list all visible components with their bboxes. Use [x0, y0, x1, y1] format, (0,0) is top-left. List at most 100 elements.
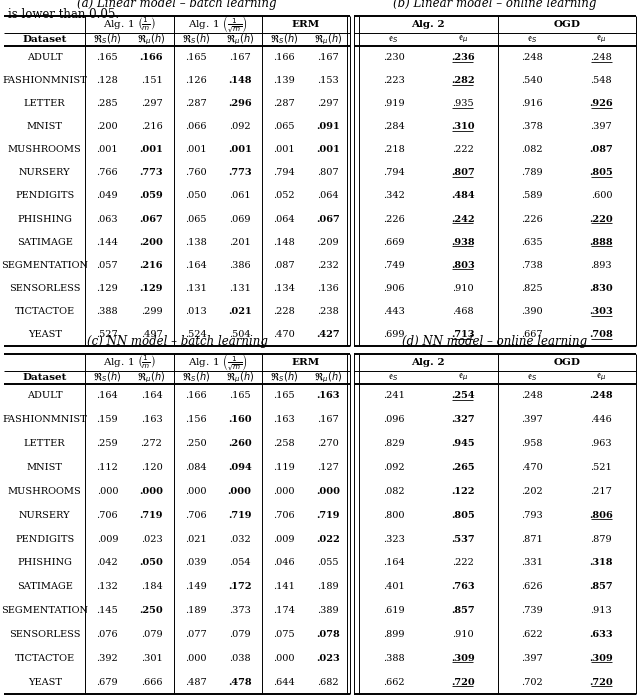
Text: .038: .038 — [229, 654, 250, 663]
Text: .046: .046 — [273, 558, 294, 567]
Text: .258: .258 — [273, 439, 294, 448]
Text: MUSHROOMS: MUSHROOMS — [8, 145, 81, 155]
Text: MUSHROOMS: MUSHROOMS — [8, 487, 81, 496]
Text: .893: .893 — [591, 261, 612, 270]
Text: .067: .067 — [316, 214, 340, 223]
Text: .470: .470 — [521, 463, 543, 472]
Text: .272: .272 — [141, 439, 163, 448]
Text: .164: .164 — [141, 391, 163, 400]
Text: .299: .299 — [141, 307, 163, 316]
Text: .309: .309 — [451, 654, 475, 663]
Text: .216: .216 — [141, 122, 163, 132]
Text: $\mathfrak{R}_S(h)$: $\mathfrak{R}_S(h)$ — [182, 371, 210, 384]
Text: .184: .184 — [141, 582, 163, 591]
Text: .825: .825 — [522, 284, 543, 293]
Text: .139: .139 — [273, 76, 294, 85]
Text: .163: .163 — [273, 416, 294, 425]
Text: .050: .050 — [140, 558, 163, 567]
Text: .806: .806 — [589, 511, 613, 520]
Text: .122: .122 — [451, 487, 475, 496]
Text: .284: .284 — [383, 122, 404, 132]
Text: .148: .148 — [228, 76, 252, 85]
Text: .136: .136 — [317, 284, 339, 293]
Text: .871: .871 — [521, 535, 543, 544]
Text: Alg. 1 $\left(\frac{1}{\sqrt{m}}\right)$: Alg. 1 $\left(\frac{1}{\sqrt{m}}\right)$ — [188, 14, 248, 35]
Text: .259: .259 — [97, 439, 118, 448]
Text: .049: .049 — [97, 191, 118, 200]
Text: .310: .310 — [451, 122, 475, 132]
Text: SENSORLESS: SENSORLESS — [9, 630, 81, 639]
Text: .794: .794 — [383, 168, 404, 177]
Text: .738: .738 — [521, 261, 543, 270]
Text: (c) NN model – batch learning: (c) NN model – batch learning — [86, 335, 268, 348]
Text: .265: .265 — [451, 463, 475, 472]
Text: .065: .065 — [185, 214, 206, 223]
Text: Alg. 1 $\left(\frac{1}{m}\right)$: Alg. 1 $\left(\frac{1}{m}\right)$ — [103, 354, 156, 371]
Text: .248: .248 — [521, 391, 543, 400]
Text: .297: .297 — [141, 100, 163, 108]
Text: .739: .739 — [521, 606, 543, 615]
Text: .589: .589 — [522, 191, 543, 200]
Text: .699: .699 — [383, 330, 404, 339]
Text: .248: .248 — [521, 53, 543, 62]
Text: .537: .537 — [451, 535, 475, 544]
Text: .042: .042 — [97, 558, 118, 567]
Text: .807: .807 — [451, 168, 475, 177]
Text: .165: .165 — [185, 53, 207, 62]
Text: .938: .938 — [451, 237, 475, 246]
Text: Dataset: Dataset — [22, 373, 67, 382]
Text: .524: .524 — [185, 330, 207, 339]
Text: .666: .666 — [141, 678, 162, 686]
Text: .163: .163 — [316, 391, 340, 400]
Text: .001: .001 — [316, 145, 340, 155]
Text: .119: .119 — [273, 463, 294, 472]
Text: .301: .301 — [141, 654, 163, 663]
Text: ERM: ERM — [292, 20, 320, 29]
Text: .232: .232 — [317, 261, 339, 270]
Text: .067: .067 — [140, 214, 163, 223]
Text: .250: .250 — [140, 606, 163, 615]
Text: $\mathfrak{R}_\mu(h)$: $\mathfrak{R}_\mu(h)$ — [314, 32, 342, 47]
Text: .619: .619 — [383, 606, 404, 615]
Text: .222: .222 — [452, 145, 474, 155]
Text: .397: .397 — [591, 122, 612, 132]
Text: .166: .166 — [185, 391, 207, 400]
Text: .021: .021 — [228, 307, 252, 316]
Text: .226: .226 — [521, 214, 543, 223]
Text: .148: .148 — [273, 237, 294, 246]
Text: .888: .888 — [589, 237, 613, 246]
Text: .958: .958 — [522, 439, 543, 448]
Text: .830: .830 — [589, 284, 613, 293]
Text: .077: .077 — [185, 630, 207, 639]
Text: .679: .679 — [97, 678, 118, 686]
Text: .131: .131 — [228, 284, 251, 293]
Text: .145: .145 — [97, 606, 118, 615]
Text: $\mathfrak{e}_S$: $\mathfrak{e}_S$ — [527, 372, 537, 383]
Text: .662: .662 — [383, 678, 404, 686]
Text: .287: .287 — [185, 100, 207, 108]
Text: FASHIONMNIST: FASHIONMNIST — [3, 416, 87, 425]
Text: .548: .548 — [591, 76, 612, 85]
Text: .167: .167 — [229, 53, 251, 62]
Text: (d) NN model – online learning: (d) NN model – online learning — [403, 335, 588, 348]
Text: .165: .165 — [273, 391, 294, 400]
Text: .397: .397 — [521, 654, 543, 663]
Text: .226: .226 — [383, 214, 404, 223]
Text: $\mathfrak{R}_S(h)$: $\mathfrak{R}_S(h)$ — [93, 33, 122, 47]
Text: .039: .039 — [185, 558, 207, 567]
Text: .963: .963 — [591, 439, 612, 448]
Text: SENSORLESS: SENSORLESS — [9, 284, 81, 293]
Text: .052: .052 — [273, 191, 294, 200]
Text: .910: .910 — [452, 630, 474, 639]
Text: TICTACTOE: TICTACTOE — [15, 307, 75, 316]
Text: .241: .241 — [383, 391, 404, 400]
Text: $\mathfrak{e}_\mu$: $\mathfrak{e}_\mu$ — [458, 34, 468, 45]
Text: YEAST: YEAST — [28, 330, 61, 339]
Text: .706: .706 — [273, 511, 294, 520]
Text: .032: .032 — [229, 535, 251, 544]
Text: MNIST: MNIST — [27, 122, 63, 132]
Text: .497: .497 — [141, 330, 163, 339]
Text: .218: .218 — [383, 145, 404, 155]
Text: $\mathfrak{R}_\mu(h)$: $\mathfrak{R}_\mu(h)$ — [226, 370, 254, 385]
Text: .857: .857 — [589, 582, 613, 591]
